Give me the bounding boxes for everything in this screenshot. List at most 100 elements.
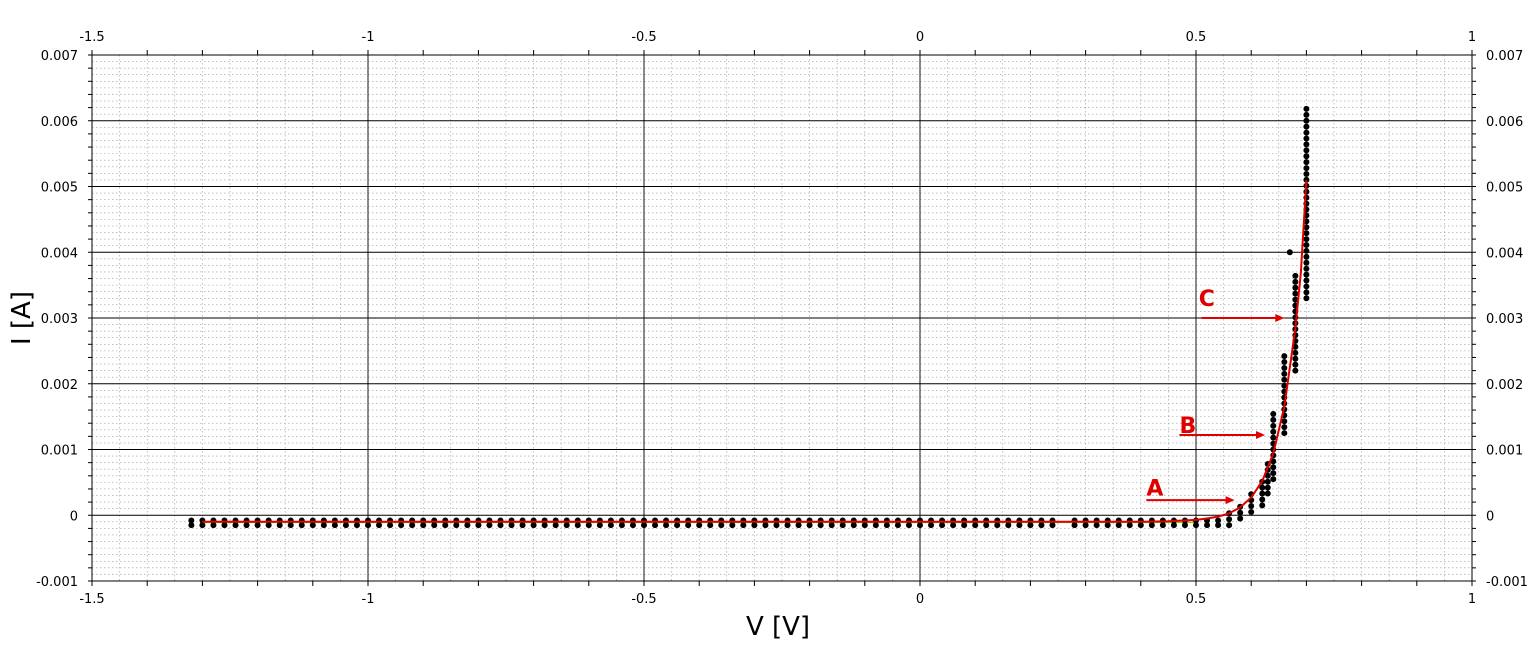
data-point [1303,129,1310,136]
data-point [1270,476,1277,483]
data-point [1303,147,1310,154]
data-point [905,522,912,529]
data-point [1281,353,1288,360]
annotation-label-a: A [1146,477,1163,502]
data-point [1292,272,1299,279]
data-point [917,522,923,529]
data-point [265,522,272,529]
y-tick-label-left: 0.006 [41,115,78,130]
data-point [309,522,316,529]
data-point [674,522,681,529]
data-point [1270,464,1277,471]
data-point [287,522,294,529]
data-point [508,522,515,529]
data-point [431,522,438,529]
data-point [1286,249,1293,256]
data-point [740,522,747,529]
data-point [199,522,206,529]
data-point [1292,284,1299,291]
y-tick-label-right: -0.001 [1486,575,1528,590]
data-point [342,522,349,529]
data-point [1292,278,1299,285]
data-point [1303,105,1310,112]
data-point [641,522,647,529]
data-point [1281,424,1288,431]
data-point [663,522,670,529]
data-point [629,522,636,529]
data-point [1303,165,1310,172]
data-point [1292,361,1299,368]
data-point [850,522,857,529]
data-point [828,522,835,529]
y-tick-label-left: 0.005 [41,181,78,196]
data-point [1259,490,1266,497]
fit-curve-path [202,179,1308,523]
data-point [1303,265,1310,272]
data-point [1303,242,1310,249]
y-tick-label-right: 0.002 [1486,378,1523,393]
data-point [497,522,504,529]
data-point [1303,295,1310,302]
data-point [1303,271,1310,278]
data-point [1259,496,1266,503]
data-point [795,522,802,529]
data-point [232,522,239,529]
data-point [353,522,360,529]
data-point [1148,522,1155,529]
data-point [817,522,824,529]
data-point [784,522,791,529]
data-point [696,522,703,529]
data-point [872,522,879,529]
y-tick-label-left: 0.004 [41,246,78,261]
x-tick-label-bottom: 0 [916,592,924,607]
y-tick-label-left: 0 [70,509,78,524]
data-point [596,522,603,529]
data-point [1303,253,1310,260]
data-point [939,522,946,529]
data-point [1270,470,1277,477]
data-point [1303,111,1310,118]
data-point [453,522,460,529]
data-point [1181,522,1188,529]
data-point [1159,522,1166,529]
y-tick-label-right: 0.005 [1486,181,1523,196]
data-point [1303,159,1310,166]
data-point [1126,522,1133,529]
data-point [1038,522,1045,529]
annotation-arrowhead [1275,314,1285,322]
data-point [751,522,758,529]
y-tick-label-right: 0.004 [1486,246,1523,261]
y-tick-label-left: -0.001 [36,575,78,590]
data-point [475,522,482,529]
data-point [950,522,957,529]
data-point [376,522,383,529]
data-point [839,522,846,529]
data-point [1264,484,1271,491]
data-point [961,522,968,529]
data-point [1303,236,1310,243]
data-point [1248,508,1255,515]
data-point [276,522,283,529]
x-tick-label-top: -0.5 [631,30,656,45]
data-point [1264,478,1271,485]
data-point [442,522,449,529]
y-axis-title: I [A] [7,291,37,345]
data-point [1259,484,1266,491]
data-point [983,522,990,529]
data-point [574,522,581,529]
data-point [1016,522,1023,529]
x-tick-label-top: -1 [362,30,375,45]
fit-curve [202,179,1308,523]
data-point [519,522,526,529]
data-point [685,522,692,529]
data-point [1170,522,1177,529]
data-point [1303,117,1310,124]
data-point [243,522,250,529]
data-point [1303,141,1310,148]
y-tick-label-left: 0.002 [41,378,78,393]
annotations: A B C [1146,287,1285,505]
data-point [1270,434,1277,441]
data-point [464,522,471,529]
data-point [409,522,416,529]
